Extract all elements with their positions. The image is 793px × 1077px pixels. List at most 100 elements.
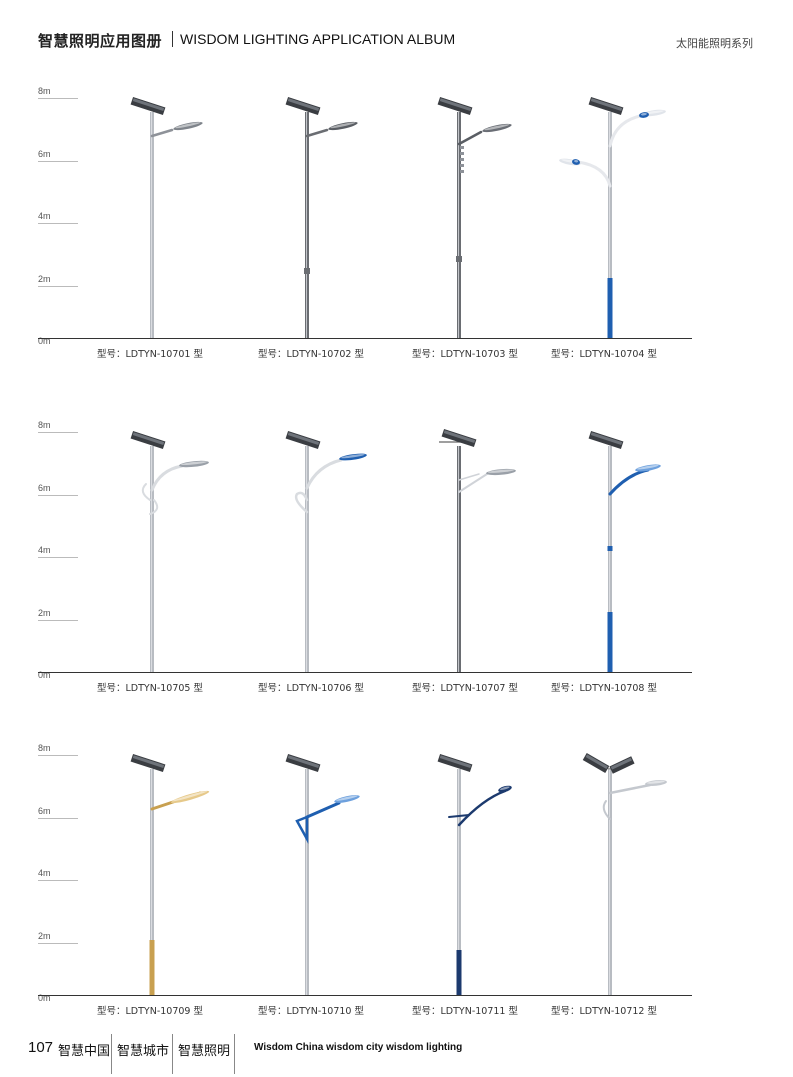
height-tick-label: 6m — [38, 148, 51, 159]
solar-panel-icon — [441, 428, 477, 448]
luminaire-head-icon — [639, 112, 649, 118]
model-number-label: 型号：LDTYN-10706 型 — [258, 683, 364, 694]
height-tick-line — [38, 755, 78, 756]
page-footer: 107 智慧中国 智慧城市 智慧照明 Wisdom China wisdom c… — [0, 1030, 793, 1077]
height-tick-line — [38, 880, 78, 881]
luminaire-head-icon — [635, 464, 661, 472]
lamp-illustration — [588, 430, 661, 672]
lamp-illustration — [437, 96, 512, 338]
model-number-label: 型号：LDTYN-10708 型 — [551, 683, 657, 694]
street-lamp-icon — [437, 96, 512, 338]
footer-divider — [234, 1034, 235, 1074]
lamp-illustration — [559, 96, 666, 338]
lamp-illustration — [285, 753, 360, 995]
model-number-label: 型号：LDTYN-10710 型 — [258, 1006, 364, 1017]
height-tick-line — [38, 494, 78, 496]
height-tick-label: 8m — [38, 420, 51, 430]
height-tick-line — [38, 942, 78, 944]
model-number-label: 型号：LDTYN-10703 型 — [412, 349, 518, 360]
lamp-illustration — [130, 96, 203, 338]
model-number-label: 型号：LDTYN-10709 型 — [97, 1006, 203, 1017]
luminaire-head-icon — [486, 468, 516, 476]
luminaire-head-icon — [334, 795, 360, 803]
height-tick-label: 4m — [38, 545, 51, 555]
page-number: 107 — [28, 1039, 54, 1056]
height-tick-label: 2m — [38, 607, 51, 618]
model-number-label: 型号：LDTYN-10705 型 — [97, 683, 203, 694]
footer-item-wisdom-city: 智慧城市 — [117, 1044, 170, 1059]
solar-panel-icon — [285, 96, 321, 116]
solar-panel-icon — [437, 753, 473, 773]
height-tick-line — [38, 619, 78, 621]
height-tick-line — [38, 557, 78, 558]
street-lamp-icon — [582, 753, 667, 995]
model-number-label: 型号：LDTYN-10707 型 — [412, 683, 518, 694]
album-title-en: WISDOM LIGHTING APPLICATION ALBUM — [180, 31, 456, 47]
height-tick-label: 6m — [38, 482, 51, 493]
footer-item-wisdom-china: 智慧中国 — [58, 1044, 111, 1059]
luminaire-head-icon — [498, 785, 512, 793]
lamp-illustration — [582, 753, 667, 995]
luminaire-head-icon — [572, 159, 580, 165]
solar-panel-icon — [285, 753, 321, 773]
height-tick-label: 8m — [38, 86, 51, 96]
model-number-label: 型号：LDTYN-10701 型 — [97, 349, 203, 360]
height-tick-label: 0m — [38, 993, 51, 1003]
solar-panel-icon — [437, 96, 473, 116]
series-label: 太阳能照明系列 — [676, 37, 753, 50]
footer-divider — [111, 1034, 112, 1074]
height-tick-line — [38, 223, 78, 224]
solar-panel-icon — [588, 96, 624, 116]
height-tick-label: 2m — [38, 273, 51, 284]
solar-panel-icon — [130, 430, 166, 450]
ground-baseline — [38, 995, 692, 996]
luminaire-head-icon — [482, 123, 512, 133]
street-lamp-icon — [130, 753, 210, 995]
height-tick-line — [38, 432, 78, 433]
luminaire-head-icon — [173, 121, 203, 131]
model-number-label: 型号：LDTYN-10702 型 — [258, 349, 364, 360]
street-lamp-icon — [439, 428, 516, 672]
lamp-illustration — [285, 96, 358, 338]
lamp-illustration — [439, 428, 516, 672]
lamp-illustration — [130, 753, 210, 995]
height-tick-label: 4m — [38, 868, 51, 878]
luminaire-head-icon — [328, 121, 358, 131]
height-tick-label: 0m — [38, 670, 51, 680]
album-title-cn: 智慧照明应用图册 — [38, 32, 163, 50]
luminaire-head-icon — [179, 460, 209, 468]
height-tick-line — [38, 98, 78, 99]
height-tick-label: 6m — [38, 805, 51, 816]
street-lamp-icon — [130, 430, 209, 672]
lamp-illustration — [130, 430, 209, 672]
height-tick-line — [38, 160, 78, 162]
solar-panel-icon — [588, 430, 624, 450]
lamp-illustration — [437, 753, 512, 995]
solar-panel-icon — [285, 430, 321, 450]
model-number-label: 型号：LDTYN-10704 型 — [551, 349, 657, 360]
street-lamp-icon — [285, 96, 358, 338]
height-tick-label: 2m — [38, 930, 51, 941]
street-lamp-icon — [285, 753, 360, 995]
title-divider — [172, 31, 173, 47]
solar-panel-icon — [130, 753, 166, 773]
street-lamp-icon — [130, 96, 203, 338]
footer-divider — [172, 1034, 173, 1074]
ground-baseline — [38, 338, 692, 339]
height-tick-line — [38, 285, 78, 287]
height-tick-label: 8m — [38, 743, 51, 753]
solar-panel-icon — [582, 753, 610, 773]
model-number-label: 型号：LDTYN-10712 型 — [551, 1006, 657, 1017]
luminaire-head-icon — [339, 453, 367, 461]
street-lamp-icon — [437, 753, 512, 995]
lamp-illustration — [285, 430, 367, 672]
street-lamp-icon — [588, 430, 661, 672]
height-tick-label: 4m — [38, 211, 51, 221]
height-tick-line — [38, 817, 78, 819]
footer-item-wisdom-lighting: 智慧照明 — [178, 1044, 231, 1059]
solar-panel-icon — [130, 96, 166, 116]
street-lamp-icon — [285, 430, 367, 672]
luminaire-head-icon — [170, 790, 210, 804]
footer-tagline: Wisdom China wisdom city wisdom lighting — [254, 1042, 463, 1053]
street-lamp-icon — [559, 96, 666, 338]
